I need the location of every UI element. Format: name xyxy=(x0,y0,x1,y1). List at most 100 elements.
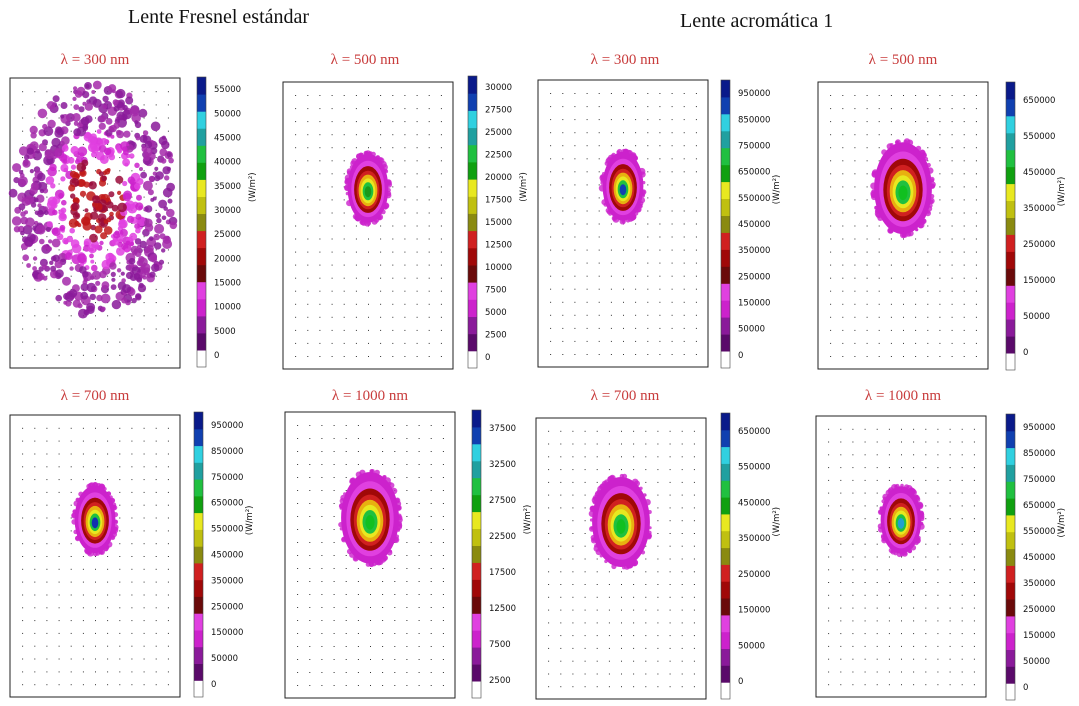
colorbar-tick-label: 45000 xyxy=(214,133,241,143)
colorbar-tick-label: 15000 xyxy=(214,278,241,288)
panel-8: λ = 1000 nm 0 50000 150000 250000 350000 45000… xyxy=(815,388,1067,701)
grid-dots xyxy=(550,93,697,355)
colorbar-tick-label: 10000 xyxy=(485,263,512,273)
colorbar-tick-label: 7500 xyxy=(489,640,511,650)
colorbar-tick-label: 25000 xyxy=(485,128,512,138)
colorbar-tick-label: 0 xyxy=(1023,348,1028,358)
colorbar-tick-label: 550000 xyxy=(738,194,770,204)
colorbar-unit-label: (W/m²) xyxy=(772,507,782,537)
colorbar-tick-label: 850000 xyxy=(738,115,770,125)
colorbar-tick-label: 350000 xyxy=(738,246,770,256)
colorbar-tick-label: 2500 xyxy=(489,676,511,686)
panel-4: λ = 1000 nm 2500 7500 12500 17500 22500 27500 3… xyxy=(284,388,533,699)
colorbar-tick-label: 32500 xyxy=(489,460,516,470)
colorbar-tick-label: 50000 xyxy=(211,654,238,664)
colorbar-tick-label: 950000 xyxy=(211,421,243,431)
panel-3: λ = 700 nm 0 50000 150000 250000 350000 450000… xyxy=(9,388,255,698)
colorbar-tick-label: 950000 xyxy=(738,89,770,99)
colorbar: 0 50000 150000 250000 350000 450000 550000 6500… xyxy=(720,79,782,369)
colorbar-tick-label: 650000 xyxy=(738,427,770,437)
colorbar-tick-label: 2500 xyxy=(485,330,507,340)
colorbar-tick-label: 25000 xyxy=(214,230,241,240)
grid-dots xyxy=(548,430,695,688)
colorbar-tick-label: 350000 xyxy=(1023,204,1055,214)
colorbar: 0 2500 5000 7500 10000 12500 15000 17500 20000 22… xyxy=(467,75,529,369)
group-title-achromatic: Lente acromática 1 xyxy=(680,10,834,32)
colorbar-tick-label: 450000 xyxy=(1023,553,1055,563)
colorbar-unit-label: (W/m²) xyxy=(1057,508,1067,538)
colorbar-tick-label: 50000 xyxy=(738,325,765,335)
colorbar-tick-label: 450000 xyxy=(211,551,243,561)
colorbar: 0 50000 150000 250000 350000 450000 550000 6500… xyxy=(1005,81,1067,371)
colorbar-tick-label: 250000 xyxy=(1023,605,1055,615)
colorbar-tick-label: 150000 xyxy=(1023,631,1055,641)
irradiance-spot xyxy=(598,148,647,225)
irradiance-spot xyxy=(870,138,936,239)
irradiance-spot xyxy=(71,482,119,557)
colorbar-unit-label: (W/m²) xyxy=(248,172,258,202)
colorbar: 0 50000 150000 250000 350000 450000 550000 6500… xyxy=(1005,413,1067,701)
panel-title: λ = 500 nm xyxy=(331,52,400,68)
colorbar-tick-label: 22500 xyxy=(489,532,516,542)
colorbar-tick-label: 0 xyxy=(738,351,743,361)
panel-title: λ = 700 nm xyxy=(61,388,130,404)
panel-5: λ = 300 nm 0 50000 150000 250000 350000 450000… xyxy=(537,52,782,369)
grid-dots xyxy=(828,428,975,686)
colorbar-tick-label: 550000 xyxy=(1023,527,1055,537)
panel-title: λ = 500 nm xyxy=(869,52,938,68)
colorbar-tick-label: 0 xyxy=(211,680,216,690)
irradiance-spot xyxy=(588,473,652,570)
colorbar-tick-label: 250000 xyxy=(738,272,770,282)
colorbar-tick-label: 150000 xyxy=(1023,276,1055,286)
colorbar-tick-label: 15000 xyxy=(485,218,512,228)
colorbar-tick-label: 750000 xyxy=(1023,475,1055,485)
colorbar-tick-label: 350000 xyxy=(738,534,770,544)
colorbar-tick-label: 5000 xyxy=(485,308,507,318)
colorbar-tick-label: 27500 xyxy=(489,496,516,506)
colorbar: 0 50000 150000 250000 350000 450000 550000 6500… xyxy=(193,411,255,698)
irradiance-spot xyxy=(338,469,403,568)
colorbar: 0 5000 10000 15000 20000 25000 30000 35000 40000… xyxy=(196,76,258,368)
colorbar-tick-label: 450000 xyxy=(738,498,770,508)
colorbar-tick-label: 0 xyxy=(1023,683,1028,693)
colorbar-tick-label: 20000 xyxy=(485,173,512,183)
colorbar-tick-label: 250000 xyxy=(738,570,770,580)
panel-title: λ = 1000 nm xyxy=(865,388,941,404)
irradiance-spot xyxy=(877,483,925,558)
irradiance-spot xyxy=(8,80,178,319)
colorbar-tick-label: 35000 xyxy=(214,182,241,192)
colorbar-tick-label: 0 xyxy=(485,353,490,363)
colorbar-tick-label: 30000 xyxy=(214,206,241,216)
colorbar-tick-label: 10000 xyxy=(214,303,241,313)
colorbar-tick-label: 12500 xyxy=(489,604,516,614)
panel-title: λ = 700 nm xyxy=(591,388,660,404)
colorbar-tick-label: 50000 xyxy=(1023,312,1050,322)
group-title-fresnel: Lente Fresnel estándar xyxy=(128,6,310,28)
colorbar-tick-label: 850000 xyxy=(1023,449,1055,459)
colorbar-tick-label: 350000 xyxy=(211,576,243,586)
colorbar-unit-label: (W/m²) xyxy=(519,172,529,202)
colorbar-tick-label: 7500 xyxy=(485,285,507,295)
panel-2: λ = 500 nm 0 2500 5000 7500 10000 12500 15000 17… xyxy=(282,52,529,370)
colorbar-tick-label: 55000 xyxy=(214,85,241,95)
colorbar-tick-label: 5000 xyxy=(214,327,236,337)
colorbar: 0 50000 150000 250000 350000 450000 550000 6500… xyxy=(720,412,782,700)
colorbar-tick-label: 27500 xyxy=(485,106,512,116)
colorbar-tick-label: 17500 xyxy=(489,568,516,578)
panel-6: λ = 500 nm 0 50000 150000 250000 350000 450000… xyxy=(817,52,1067,371)
colorbar-tick-label: 750000 xyxy=(211,473,243,483)
colorbar-tick-label: 650000 xyxy=(211,499,243,509)
colorbar-tick-label: 0 xyxy=(738,677,743,687)
colorbar-tick-label: 850000 xyxy=(211,447,243,457)
colorbar-tick-label: 150000 xyxy=(738,299,770,309)
colorbar-tick-label: 22500 xyxy=(485,151,512,161)
irradiance-spot xyxy=(344,150,393,227)
colorbar-tick-label: 150000 xyxy=(211,628,243,638)
colorbar-tick-label: 650000 xyxy=(738,168,770,178)
colorbar-tick-label: 20000 xyxy=(214,254,241,264)
colorbar-tick-label: 550000 xyxy=(211,525,243,535)
colorbar-tick-label: 650000 xyxy=(1023,501,1055,511)
colorbar-tick-label: 550000 xyxy=(1023,132,1055,142)
colorbar-tick-label: 50000 xyxy=(738,641,765,651)
